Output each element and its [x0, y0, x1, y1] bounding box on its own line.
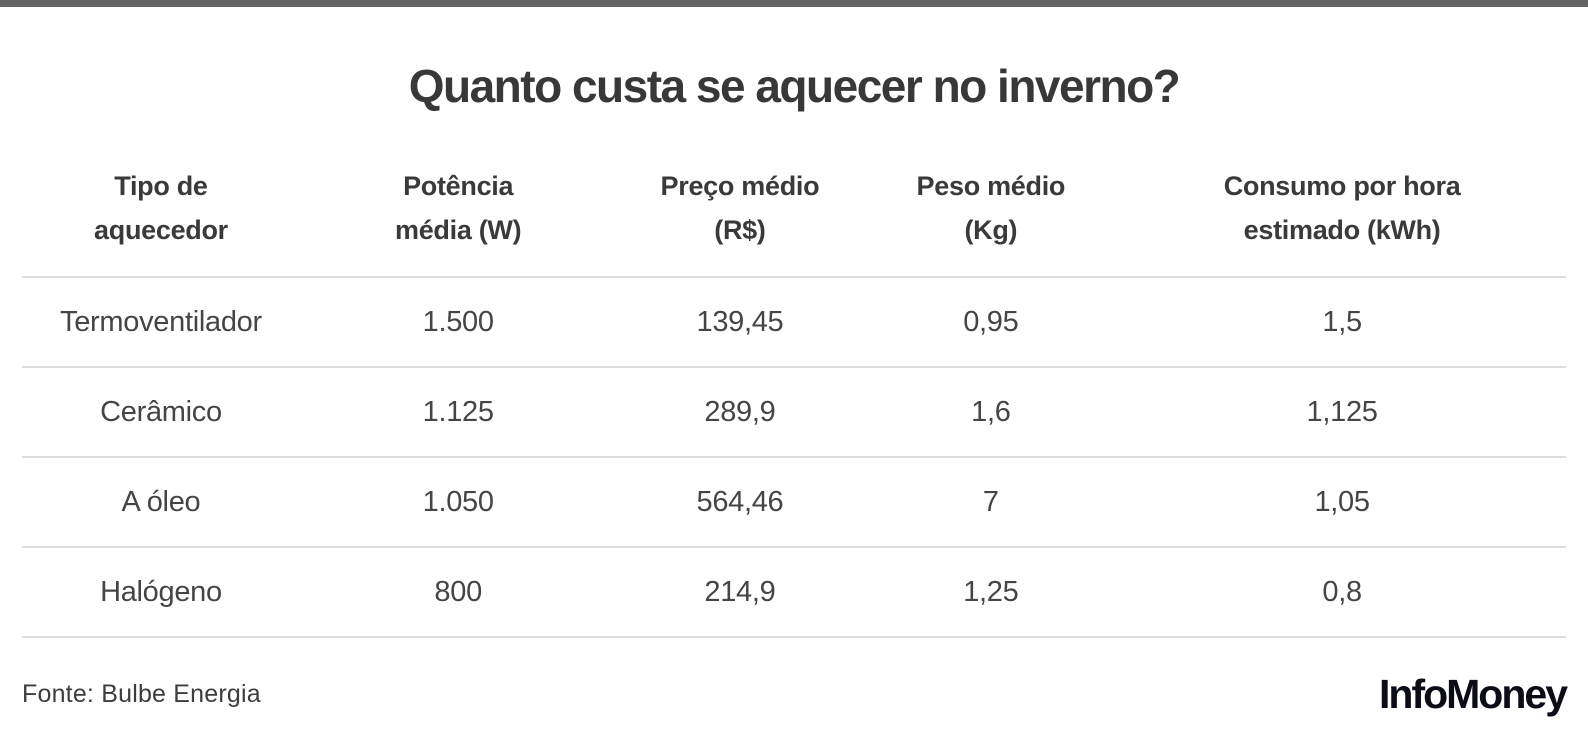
infomoney-logo: InfoMoney [1379, 671, 1568, 718]
table-cell-consumption: 1,5 [1322, 305, 1362, 338]
table-cell-heater-type: Termoventilador [60, 305, 262, 338]
table-cell-power: 1.500 [422, 305, 494, 338]
table-cell-weight: 7 [982, 485, 999, 518]
heaters-table: Tipo de aquecedor Potência média (W) Pre… [22, 165, 1566, 639]
table-cell-power: 800 [434, 575, 482, 608]
footer: Fonte: Bulbe Energia InfoMoney [22, 638, 1568, 741]
top-accent-bar [0, 0, 1588, 7]
table-row-ceramico: Cerâmico 1.125 289,9 1,6 1,125 [22, 368, 1566, 459]
table-cell-consumption: 0,8 [1322, 575, 1362, 608]
table-cell-price: 214,9 [704, 575, 776, 608]
column-header-preco-medio: Preço médio (R$) [660, 171, 820, 245]
table-cell-heater-type: A óleo [121, 485, 201, 518]
page-title: Quanto custa se aquecer no inverno? [408, 60, 1181, 112]
column-header-tipo-de-aquecedor: Tipo de aquecedor [94, 171, 228, 245]
table-header-row: Tipo de aquecedor Potência média (W) Pre… [22, 165, 1566, 279]
column-header-consumo-por-hora: Consumo por hora estimado (kWh) [1223, 171, 1461, 245]
table-cell-consumption: 1,125 [1306, 395, 1378, 428]
table-cell-heater-type: Halógeno [100, 575, 222, 608]
table-cell-price: 564,46 [696, 485, 784, 518]
table-row-termoventilador: Termoventilador 1.500 139,45 0,95 1,5 [22, 278, 1566, 369]
table-row-a-oleo: A óleo 1.050 564,46 7 1,05 [22, 458, 1566, 549]
table-cell-power: 1.050 [422, 485, 494, 518]
table-row-halogeno: Halógeno 800 214,9 1,25 0,8 [22, 548, 1566, 639]
table-cell-weight: 1,25 [963, 575, 1019, 608]
table-cell-price: 289,9 [704, 395, 776, 428]
table-cell-price: 139,45 [696, 305, 784, 338]
column-header-peso-medio: Peso médio (Kg) [916, 171, 1066, 245]
table-cell-consumption: 1,05 [1314, 485, 1370, 518]
table-cell-weight: 1,6 [971, 395, 1011, 428]
table-cell-heater-type: Cerâmico [100, 395, 222, 428]
column-header-potencia-media: Potência média (W) [395, 171, 522, 245]
table-cell-power: 1.125 [422, 395, 494, 428]
source-note: Fonte: Bulbe Energia [22, 680, 261, 709]
table-cell-weight: 0,95 [963, 305, 1019, 338]
